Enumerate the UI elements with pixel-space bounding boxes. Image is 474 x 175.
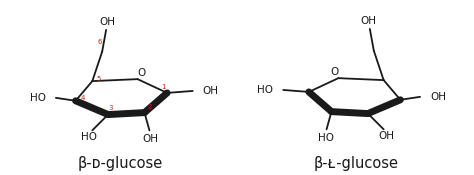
Text: 1: 1: [161, 84, 165, 90]
Text: HO: HO: [82, 132, 97, 142]
Text: O: O: [330, 67, 338, 77]
Text: OH: OH: [202, 86, 219, 96]
Text: β-ᴅ-glucose: β-ᴅ-glucose: [77, 156, 163, 171]
Text: 2: 2: [147, 104, 152, 110]
Text: OH: OH: [430, 92, 446, 102]
Text: OH: OH: [99, 17, 115, 27]
Text: 6: 6: [98, 39, 102, 45]
Text: O: O: [137, 68, 146, 78]
Text: 4: 4: [80, 95, 85, 101]
Text: 3: 3: [109, 105, 113, 111]
Text: HO: HO: [30, 93, 46, 103]
Text: OH: OH: [361, 16, 377, 26]
Text: β-ᴌ-glucose: β-ᴌ-glucose: [314, 156, 399, 171]
Text: OH: OH: [379, 131, 394, 141]
Text: OH: OH: [142, 134, 158, 144]
Text: 5: 5: [96, 76, 100, 82]
Text: HO: HO: [257, 85, 273, 95]
Text: HO: HO: [318, 133, 334, 143]
